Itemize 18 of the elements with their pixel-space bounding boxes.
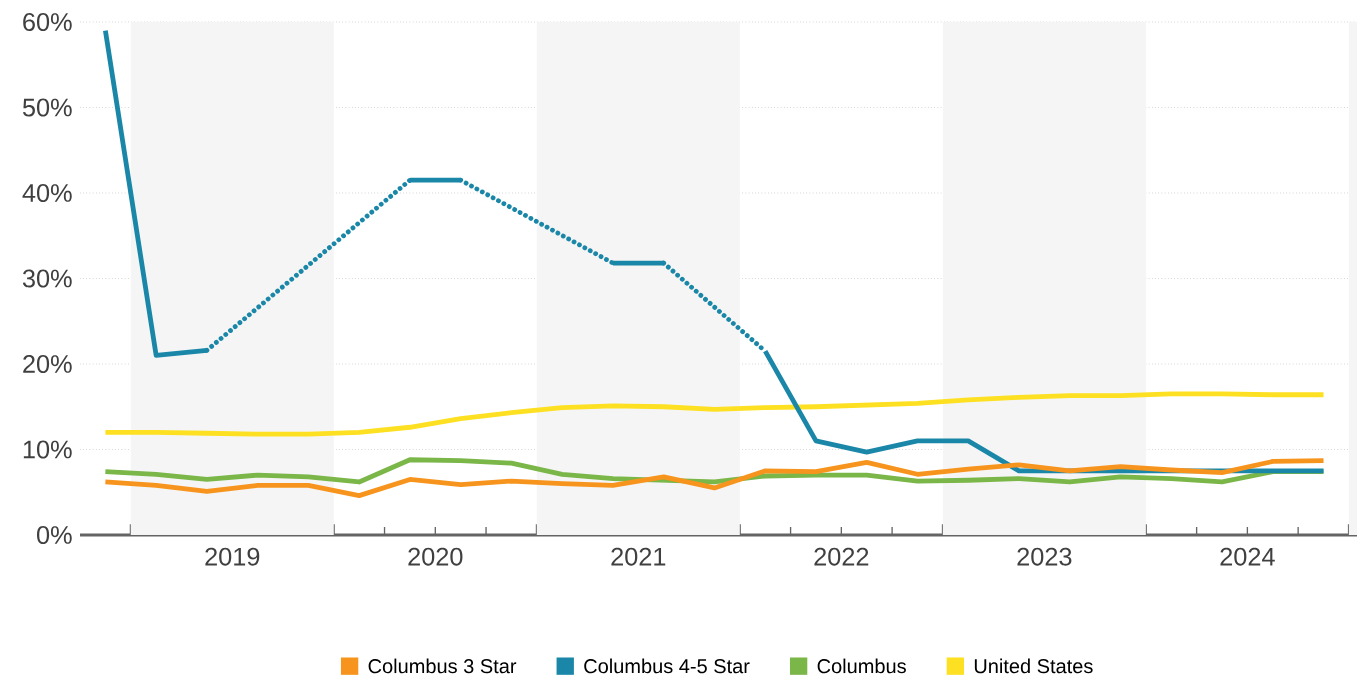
legend-label: Columbus 3 Star	[368, 658, 517, 674]
legend-label: Columbus 4-5 Star	[584, 658, 750, 674]
y-tick-label: 10%	[23, 440, 72, 459]
line-series	[102, 458, 1326, 499]
y-tick-label: 20%	[23, 355, 72, 373]
x-tick-label: 2022	[814, 547, 869, 566]
x-tick-label: 2020	[408, 547, 463, 566]
y-tick-label: 60%	[23, 13, 72, 31]
x-tick-label: 2024	[1220, 547, 1275, 566]
y-tick-label: 40%	[22, 184, 72, 202]
legend-label: Columbus	[817, 658, 906, 674]
legend-label: United States	[974, 658, 1093, 674]
x-tick-label: 2019	[205, 547, 260, 566]
y-tick-label: 0%	[37, 526, 72, 544]
x-tick-label: 2021	[611, 547, 666, 566]
y-tick-label: 50%	[22, 98, 72, 117]
x-tick-label: 2023	[1017, 547, 1072, 566]
y-tick-label: 30%	[22, 269, 72, 288]
